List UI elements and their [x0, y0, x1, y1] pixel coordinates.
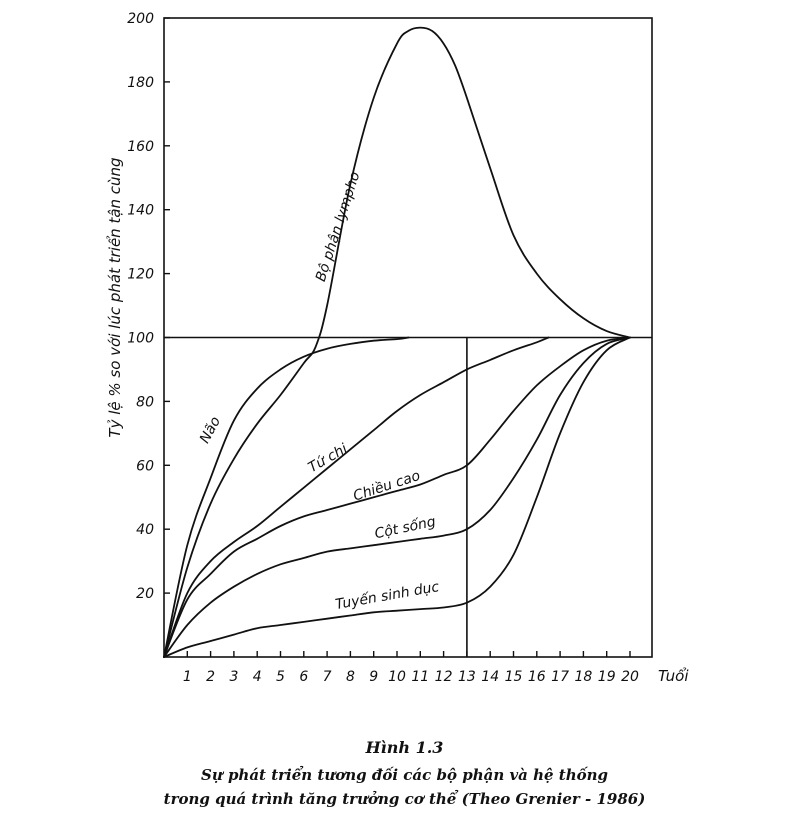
- x-tick-label: 20: [621, 669, 639, 685]
- x-tick-label: 17: [551, 669, 569, 685]
- x-tick-label: 2: [206, 669, 215, 685]
- y-axis-title: Tỷ lệ % so với lúc phát triển tận cùng: [106, 157, 124, 437]
- series-5-label: Tuyến sinh dục: [334, 578, 441, 613]
- x-tick-label: 11: [411, 669, 429, 685]
- series-1-line: [163, 336, 410, 658]
- x-tick-label: 18: [574, 669, 592, 685]
- x-tick-label: 8: [346, 669, 355, 685]
- y-tick-label: 160: [127, 139, 154, 155]
- series-4-line: [163, 336, 631, 658]
- y-tick-label: 140: [127, 203, 154, 219]
- y-tick-label: 40: [136, 522, 154, 538]
- x-tick-label: 19: [598, 669, 616, 685]
- x-tick-label: 16: [528, 669, 546, 685]
- series-2-line: [163, 336, 550, 658]
- x-tick-label: 13: [458, 669, 476, 685]
- y-tick-label: 120: [127, 267, 154, 283]
- y-tick-label: 20: [136, 586, 154, 602]
- y-tick-label: 100: [127, 331, 154, 347]
- caption-line-1: Sự phát triển tương đối các bộ phận và h…: [200, 766, 609, 784]
- caption-line-2: trong quá trình tăng trưởng cơ thể (Theo…: [163, 790, 646, 808]
- x-tick-label: 9: [369, 669, 378, 685]
- x-tick-label: 5: [276, 669, 285, 685]
- series-0-line: [163, 26, 631, 658]
- series-0-label: Bộ phận lympho: [313, 170, 364, 284]
- y-tick-label: 200: [127, 11, 154, 27]
- series-1-label: Não: [197, 414, 224, 446]
- x-tick-label: 4: [253, 669, 262, 685]
- series-5-line: [163, 336, 631, 658]
- x-tick-label: 14: [481, 669, 499, 685]
- y-tick-label: 180: [127, 75, 154, 91]
- x-tick-label: 15: [505, 669, 523, 685]
- y-tick-label: 80: [136, 394, 154, 410]
- x-tick-label: 1: [183, 669, 192, 685]
- figure-number: Hình 1.3: [365, 738, 444, 757]
- x-tick-label: 7: [323, 669, 332, 685]
- x-tick-label: 3: [229, 669, 238, 685]
- y-tick-label: 60: [136, 458, 154, 474]
- x-tick-label: 10: [388, 669, 406, 685]
- series-2-label: Tứ chi: [306, 441, 351, 476]
- x-tick-label: 6: [299, 669, 308, 685]
- series-3-label: Chiều cao: [351, 467, 422, 505]
- x-tick-label: 12: [435, 669, 453, 685]
- x-axis-title: Tuổi: [658, 667, 689, 685]
- series-3-line: [163, 336, 631, 658]
